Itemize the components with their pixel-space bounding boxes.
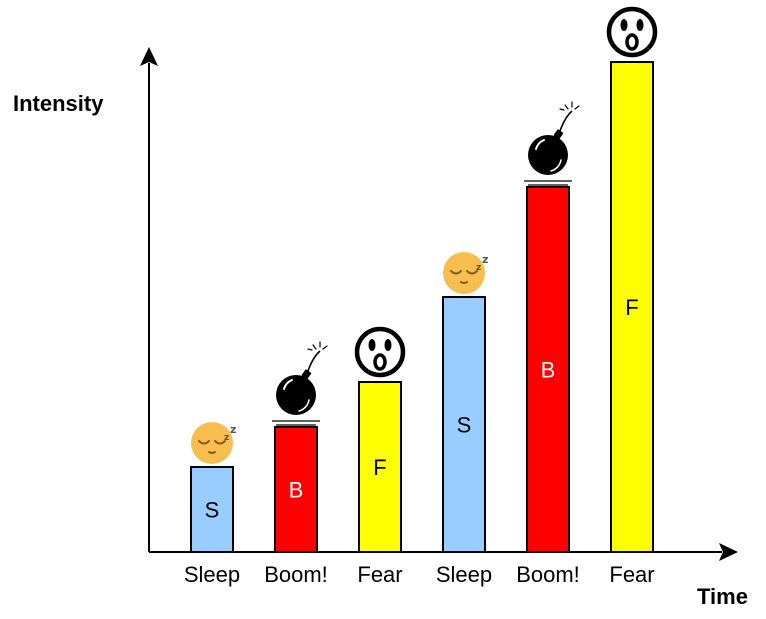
- bar-label-2: B: [289, 478, 304, 503]
- shocked-face-icon: [357, 329, 403, 375]
- bar-label-4: S: [457, 413, 472, 438]
- bar-label-5: B: [541, 358, 556, 383]
- bar-1: [190, 466, 234, 553]
- bar-4: [442, 296, 486, 553]
- bomb-icon: [271, 341, 328, 426]
- y-axis-title: Intensity: [13, 91, 104, 116]
- tick-labels: Sleep Boom! Fear Sleep Boom! Fear: [184, 562, 655, 587]
- x-tick-label-1: Sleep: [184, 562, 240, 587]
- bar-label-6: F: [625, 295, 638, 320]
- sleeping-face-icon: [190, 421, 238, 465]
- x-tick-label-6: Fear: [609, 562, 654, 587]
- bar-label-1: S: [205, 498, 220, 523]
- bar-label-3: F: [373, 455, 386, 480]
- bars: S B F S B F: [190, 9, 655, 553]
- shocked-face-icon: [609, 9, 655, 55]
- x-tick-label-4: Sleep: [436, 562, 492, 587]
- sleeping-face-icon: [442, 251, 490, 295]
- x-tick-label-5: Boom!: [516, 562, 580, 587]
- bar-6: [610, 61, 654, 553]
- y-axis-arrow: [140, 47, 158, 66]
- x-axis-arrow: [719, 543, 738, 561]
- x-axis-title: Time: [697, 584, 748, 609]
- x-tick-label-3: Fear: [357, 562, 402, 587]
- bomb-icon: [523, 101, 580, 186]
- bar-2: [274, 426, 318, 553]
- x-tick-label-2: Boom!: [264, 562, 328, 587]
